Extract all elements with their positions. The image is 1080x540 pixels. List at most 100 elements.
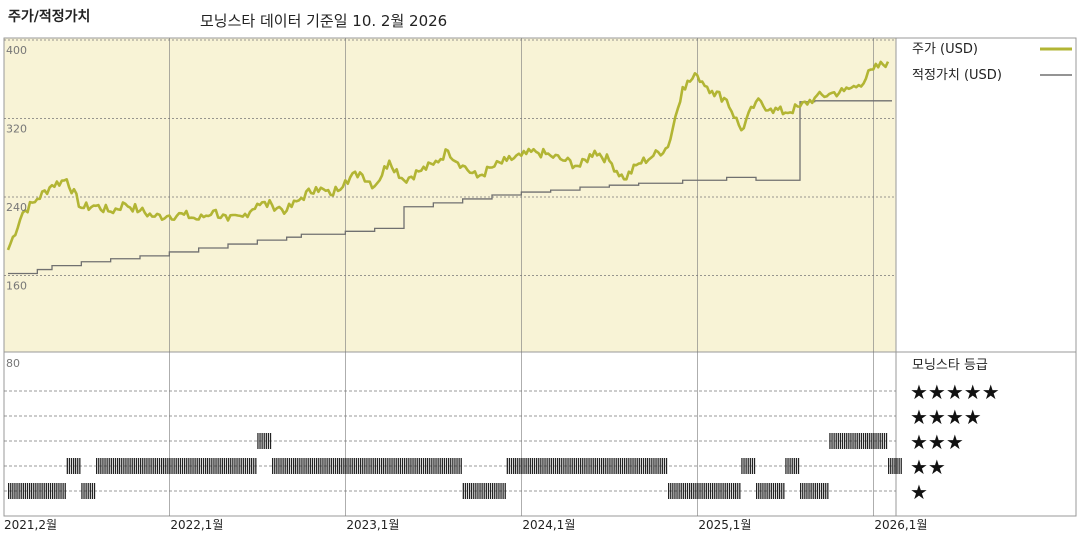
rating-tick	[374, 458, 376, 474]
rating-tick	[810, 483, 812, 499]
rating-bar	[873, 433, 888, 449]
rating-tick	[320, 458, 322, 474]
rating-tick	[607, 458, 609, 474]
four-star-label: ★★★★	[910, 405, 982, 429]
rating-tick	[257, 433, 259, 449]
rating-bar	[404, 458, 418, 474]
rating-tick	[860, 433, 863, 449]
rating-tick	[665, 458, 668, 474]
rating-tick	[651, 458, 653, 474]
rating-tick	[192, 458, 194, 474]
rating-tick	[309, 458, 311, 474]
rating-tick	[684, 483, 687, 499]
rating-tick	[416, 458, 418, 474]
rating-tick	[43, 483, 45, 499]
rating-tick	[169, 458, 171, 474]
rating-bar	[624, 458, 638, 474]
rating-tick	[565, 458, 567, 474]
rating-tick	[795, 458, 798, 474]
rating-tick	[142, 458, 144, 474]
rating-tick	[659, 458, 661, 474]
rating-bar	[140, 458, 154, 474]
rating-tick	[133, 458, 135, 474]
rating-tick	[519, 458, 521, 474]
rating-tick	[594, 458, 596, 474]
x-axis-ticks: 2021,2월 2022,1월 2023,1월 2024,1월 2025,1월 2026,…	[4, 518, 927, 532]
rating-tick	[827, 483, 829, 499]
rating-tick	[900, 458, 902, 474]
rating-tick	[846, 433, 848, 449]
rating-tick	[64, 483, 66, 499]
rating-tick	[372, 458, 374, 474]
rating-tick	[135, 458, 138, 474]
rating-tick	[586, 458, 588, 474]
rating-tick	[540, 458, 542, 474]
rating-tick	[697, 483, 699, 499]
rating-tick	[295, 458, 297, 474]
rating-tick	[854, 433, 856, 449]
rating-tick	[366, 458, 368, 474]
rating-tick	[401, 458, 404, 474]
rating-tick	[753, 458, 756, 474]
x-tick-label: 2023,1월	[346, 518, 399, 532]
rating-tick	[726, 483, 728, 499]
rating-tick	[460, 458, 462, 474]
rating-tick	[219, 458, 221, 474]
rating-bar	[697, 483, 712, 499]
rating-tick	[175, 458, 177, 474]
rating-tick	[768, 483, 770, 499]
rating-tick	[550, 458, 552, 474]
rating-tick	[337, 458, 339, 474]
rating-tick	[156, 458, 159, 474]
rating-track	[8, 433, 902, 499]
rating-tick	[504, 483, 506, 499]
rating-tick	[16, 483, 18, 499]
rating-tick	[404, 458, 406, 474]
rating-tick	[850, 433, 852, 449]
rating-bar	[462, 483, 477, 499]
rating-bar	[609, 458, 624, 474]
rating-tick	[345, 458, 347, 474]
rating-tick	[808, 483, 810, 499]
rating-tick	[223, 458, 226, 474]
rating-tick	[781, 483, 783, 499]
rating-tick	[131, 458, 133, 474]
rating-tick	[862, 433, 865, 449]
rating-tick	[236, 458, 238, 474]
rating-tick	[816, 483, 819, 499]
rating-tick	[441, 458, 443, 474]
rating-tick	[762, 483, 764, 499]
rating-tick	[749, 458, 751, 474]
rating-tick	[821, 483, 823, 499]
rating-tick	[406, 458, 408, 474]
rating-tick	[797, 458, 800, 474]
rating-tick	[70, 458, 73, 474]
rating-tick	[370, 458, 372, 474]
rating-tick	[240, 458, 242, 474]
rating-tick	[873, 433, 875, 449]
rating-tick	[735, 483, 737, 499]
rating-tick	[661, 458, 663, 474]
rating-bar	[345, 458, 360, 474]
rating-tick	[230, 458, 232, 474]
x-tick-label: 2024,1월	[522, 518, 575, 532]
fair-value-series	[8, 100, 892, 275]
rating-tick	[276, 458, 278, 474]
rating-tick	[668, 483, 670, 499]
rating-tick	[148, 458, 150, 474]
rating-tick	[146, 458, 148, 474]
rating-tick	[429, 458, 431, 474]
rating-tick	[569, 458, 571, 474]
rating-bar	[814, 483, 829, 499]
rating-bar	[433, 458, 448, 474]
rating-tick	[347, 458, 349, 474]
rating-bar	[565, 458, 580, 474]
rating-tick	[49, 483, 52, 499]
rating-tick	[112, 458, 115, 474]
rating-tick	[712, 483, 714, 499]
rating-tick	[326, 458, 328, 474]
rating-bar	[477, 483, 492, 499]
rating-tick	[879, 433, 881, 449]
rating-tick	[469, 483, 471, 499]
